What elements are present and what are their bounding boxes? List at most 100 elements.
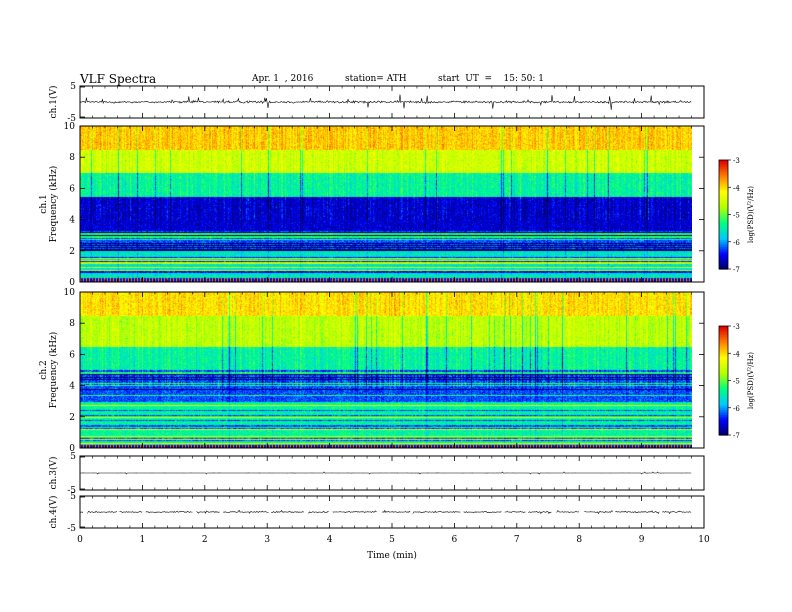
ch2-spectrogram-colorbar-swatch [719, 389, 728, 392]
ch2-spectrogram-colorbar-swatch [719, 362, 728, 365]
ch2-spectrogram-ytick-label: 2 [69, 413, 75, 423]
ch2-spectrogram-ytick-label: 0 [69, 444, 75, 454]
ch1-spectrogram-colorbar-swatch [719, 196, 728, 199]
ch1-spectrogram-colorbar-swatch [719, 254, 728, 257]
ch1-spectrogram-colorbar-swatch [719, 161, 728, 165]
ch1-spectrogram-colorbar-swatch [719, 194, 728, 197]
ch1-spectrogram-colorbar-swatch [719, 183, 728, 187]
x-tick-label: 6 [452, 535, 458, 545]
x-tick-label: 8 [576, 535, 582, 545]
ch4-waveform-gap [303, 510, 309, 514]
ch2-spectrogram-colorbar-swatch [719, 420, 728, 423]
ch4-waveform-gap [219, 510, 224, 514]
x-axis-label: Time (min) [367, 550, 417, 561]
ch1-spectrogram-colorbar-swatch [719, 174, 728, 177]
ch1-spectrogram-colorbar-swatch [719, 263, 728, 266]
ch1-spectrogram-colorbar-swatch [719, 261, 728, 265]
ch2-spectrogram-colorbar-swatch [719, 329, 728, 333]
ch2-spectrogram-ytick-label: 8 [69, 319, 75, 329]
ch1-spectrogram-colorbar-swatch [719, 178, 728, 181]
ch2-spectrogram-colorbar-swatch [719, 335, 728, 338]
ch1-spectrogram-colorbar-swatch [719, 238, 728, 241]
ch1-spectrogram-colorbar-tick-label: -5 [733, 212, 740, 220]
ch1-spectrogram-colorbar-swatch [719, 181, 728, 185]
ch4-waveform-ylabel: ch.4(V) [48, 496, 59, 529]
ch2-spectrogram-colorbar-swatch [719, 425, 728, 429]
ch1-spectrogram-ytick-label: 10 [64, 122, 76, 132]
ch2-spectrogram-colorbar-swatch [719, 393, 728, 396]
ch1-spectrogram-colorbar-swatch [719, 256, 728, 259]
ch2-spectrogram-colorbar-swatch [719, 407, 728, 411]
ch2-spectrogram-colorbar-swatch [719, 338, 728, 342]
ch2-spectrogram-colorbar-swatch [719, 415, 728, 418]
ch1-spectrogram-colorbar-swatch [719, 201, 728, 205]
ch2-spectrogram-channel-label: ch.2 [39, 360, 49, 379]
ch2-spectrogram-colorbar-swatch [719, 427, 728, 431]
ch2-spectrogram-colorbar-swatch [719, 424, 728, 427]
ch2-spectrogram-colorbar-swatch [719, 353, 728, 356]
ch4-waveform-gap [142, 510, 146, 514]
ch1-spectrogram-colorbar-swatch [719, 212, 728, 216]
ch2-spectrogram-colorbar-swatch [719, 378, 728, 382]
ch1-spectrogram-colorbar-swatch [719, 187, 728, 190]
ch2-spectrogram-colorbar-swatch [719, 327, 728, 331]
x-tick-label: 9 [639, 535, 645, 545]
ch1-spectrogram-colorbar-swatch [719, 241, 728, 245]
ch4-waveform-gap [525, 510, 529, 514]
ch2-spectrogram-colorbar-swatch [719, 433, 728, 436]
ch2-spectrogram-colorbar-swatch [719, 416, 728, 420]
ch2-spectrogram-colorbar-swatch [719, 364, 728, 367]
ch1-spectrogram-channel-label: ch.1 [39, 194, 49, 213]
x-tick-label: 4 [327, 535, 333, 545]
ch2-spectrogram-colorbar-swatch [719, 429, 728, 432]
x-tick-label: 2 [202, 535, 208, 545]
ch2-spectrogram-colorbar-swatch [719, 349, 728, 353]
ch2-spectrogram-colorbar-swatch [719, 409, 728, 412]
ch1-spectrogram-colorbar-swatch [719, 170, 728, 174]
ch1-spectrogram-ytick-label: 2 [69, 247, 75, 257]
ch2-spectrogram-colorbar-swatch [719, 358, 728, 362]
ch2-spectrogram-colorbar-swatch [719, 382, 728, 385]
ch2-spectrogram-colorbar-swatch [719, 422, 728, 425]
ch1-spectrogram-colorbar-swatch [719, 190, 728, 194]
ch4-waveform-gap [659, 510, 663, 514]
ch1-spectrogram-colorbar-swatch [719, 243, 728, 246]
ch2-spectrogram-colorbar-swatch [719, 375, 728, 378]
x-tick-label: 0 [77, 535, 83, 545]
ch1-spectrogram-heatmap [80, 126, 692, 282]
ch1-spectrogram-ytick-label: 6 [69, 184, 75, 194]
ch1-spectrogram-colorbar-swatch [719, 230, 728, 234]
ch1-spectrogram-ytick-label: 8 [69, 153, 75, 163]
ch1-spectrogram-colorbar-swatch [719, 189, 728, 192]
ch3-waveform-ytick-label: -5 [67, 486, 76, 496]
ch1-spectrogram-colorbar-swatch [719, 265, 728, 268]
ch1-spectrogram-colorbar-swatch [719, 247, 728, 250]
ch2-spectrogram-colorbar-swatch [719, 398, 728, 402]
ch1-spectrogram-colorbar-swatch [719, 160, 728, 163]
ch1-spectrogram-colorbar-swatch [719, 234, 728, 237]
ch2-spectrogram-colorbar-swatch [719, 371, 728, 374]
ch2-spectrogram-colorbar-swatch [719, 395, 728, 398]
ch4-waveform-gap [116, 510, 120, 514]
ch2-spectrogram-colorbar-swatch [719, 369, 728, 373]
start-time-label: start UT = 15: 50: 1 [438, 74, 544, 84]
x-tick-label: 7 [514, 535, 520, 545]
ch1-waveform-trace [79, 94, 692, 110]
ch2-spectrogram-colorbar-swatch [719, 344, 728, 347]
x-tick-label: 3 [264, 535, 270, 545]
ch1-spectrogram-colorbar-swatch [719, 267, 728, 270]
ch2-spectrogram-colorbar-swatch [719, 331, 728, 334]
ch2-spectrogram-colorbar-swatch [719, 355, 728, 358]
ch2-spectrogram-colorbar-swatch [719, 356, 728, 360]
ch2-spectrogram-colorbar-swatch [719, 384, 728, 387]
ch1-spectrogram-colorbar-swatch [719, 172, 728, 176]
ch2-spectrogram-ytick-label: 10 [64, 288, 76, 298]
ch1-spectrogram-ylabel: Frequency (kHz) [48, 166, 59, 243]
ch1-spectrogram-colorbar-tick-label: -3 [733, 157, 740, 165]
ch2-spectrogram-colorbar-swatch [719, 333, 728, 336]
ch4-waveform-gap [192, 510, 197, 514]
ch1-spectrogram-colorbar-swatch [719, 192, 728, 196]
ch2-spectrogram-colorbar-swatch [719, 347, 728, 351]
ch2-spectrogram-colorbar-swatch [719, 391, 728, 394]
ch2-spectrogram-colorbar-tick-label: -6 [733, 405, 740, 413]
